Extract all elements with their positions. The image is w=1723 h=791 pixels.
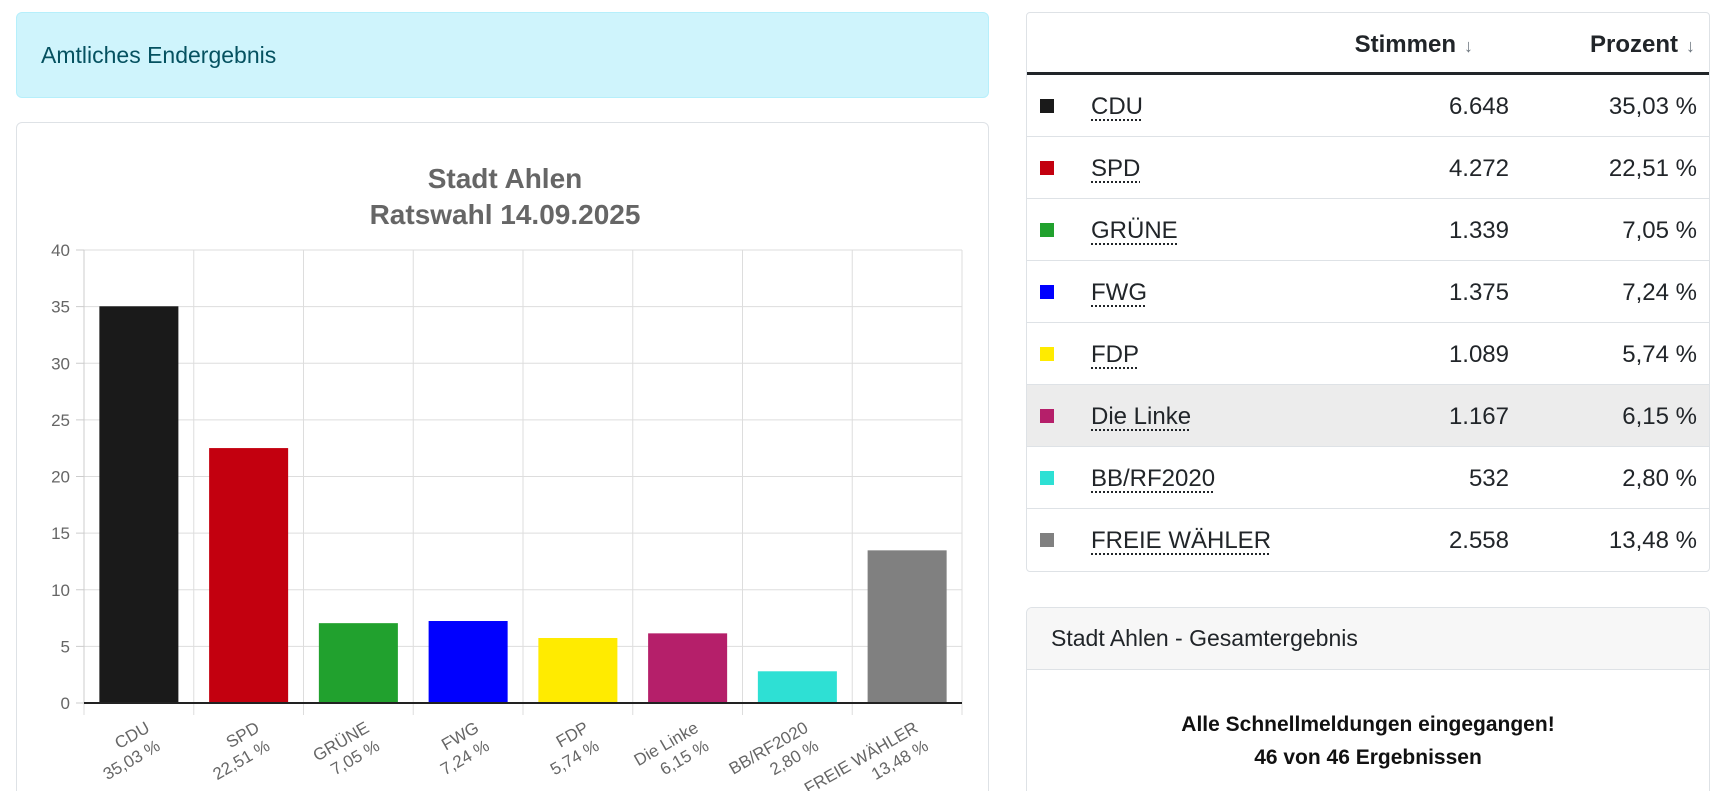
table-row: GRÜNE 1.339 7,05 % bbox=[1027, 199, 1709, 261]
party-votes: 1.089 bbox=[1448, 341, 1509, 368]
party-color-swatch bbox=[1040, 285, 1054, 299]
table-row: BB/RF2020 532 2,80 % bbox=[1027, 447, 1709, 509]
y-tick-label: 40 bbox=[51, 241, 70, 260]
y-tick-label: 35 bbox=[51, 298, 70, 317]
party-votes: 2.558 bbox=[1448, 527, 1509, 554]
party-color-swatch bbox=[1040, 533, 1054, 547]
total-result-body: Alle Schnellmeldungen eingegangen! 46 vo… bbox=[1027, 670, 1709, 774]
bar bbox=[99, 306, 179, 703]
column-header-percent-label: Prozent bbox=[1589, 31, 1678, 58]
party-votes: 1.339 bbox=[1448, 217, 1509, 244]
total-result-header: Stadt Ahlen - Gesamtergebnis bbox=[1027, 608, 1709, 670]
chart-bars bbox=[99, 306, 947, 703]
y-tick-label: 20 bbox=[51, 468, 70, 487]
party-name[interactable]: GRÜNE bbox=[1091, 217, 1178, 244]
table-row: FWG 1.375 7,24 % bbox=[1027, 261, 1709, 323]
party-color-swatch bbox=[1040, 99, 1054, 113]
bar bbox=[428, 621, 508, 703]
chart-grid bbox=[83, 249, 963, 715]
table-row: FDP 1.089 5,74 % bbox=[1027, 323, 1709, 385]
party-votes: 1.375 bbox=[1448, 279, 1509, 306]
result-status-alert: Amtliches Endergebnis bbox=[16, 12, 989, 98]
party-color-swatch bbox=[1040, 471, 1054, 485]
bar bbox=[318, 623, 398, 703]
table-header: Stimmen ↓ Prozent ↓ bbox=[1027, 13, 1709, 75]
reports-complete-text: Alle Schnellmeldungen eingegangen! bbox=[1181, 713, 1555, 736]
sort-arrow-icon: ↓ bbox=[1686, 36, 1695, 56]
sort-arrow-icon: ↓ bbox=[1464, 36, 1473, 56]
y-tick-label: 5 bbox=[61, 637, 70, 656]
party-color-swatch bbox=[1040, 223, 1054, 237]
results-table: Stimmen ↓ Prozent ↓ CDU 6.648 35,03 % SPD 4.27… bbox=[1026, 12, 1710, 572]
column-header-votes-label: Stimmen bbox=[1354, 31, 1456, 58]
party-percent: 7,05 % bbox=[1622, 217, 1697, 244]
column-header-votes[interactable]: Stimmen ↓ bbox=[1355, 31, 1473, 59]
y-tick-label: 25 bbox=[51, 411, 70, 430]
table-body: CDU 6.648 35,03 % SPD 4.272 22,51 % GRÜNE 1.339… bbox=[1027, 75, 1709, 571]
column-header-percent[interactable]: Prozent ↓ bbox=[1590, 31, 1695, 59]
results-count-text: 46 von 46 Ergebnissen bbox=[1254, 746, 1482, 769]
party-votes: 1.167 bbox=[1448, 403, 1509, 430]
bar-chart: Stadt Ahlen Ratswahl 14.09.2025 0 5 10 15 20… bbox=[51, 163, 963, 791]
total-result-card: Stadt Ahlen - Gesamtergebnis Alle Schnel… bbox=[1026, 607, 1710, 791]
y-tick-label: 15 bbox=[51, 524, 70, 543]
party-percent: 22,51 % bbox=[1608, 155, 1697, 182]
y-tick-label: 30 bbox=[51, 354, 70, 373]
table-row: Die Linke 1.167 6,15 % bbox=[1027, 385, 1709, 447]
party-color-swatch bbox=[1040, 409, 1054, 423]
party-percent: 13,48 % bbox=[1608, 527, 1697, 554]
party-name[interactable]: FWG bbox=[1091, 279, 1147, 306]
party-name[interactable]: FREIE WÄHLER bbox=[1091, 527, 1272, 554]
party-color-swatch bbox=[1040, 161, 1054, 175]
party-name[interactable]: FDP bbox=[1091, 341, 1139, 368]
party-votes: 532 bbox=[1468, 465, 1509, 492]
bar bbox=[538, 637, 618, 703]
bar bbox=[209, 448, 289, 703]
y-tick-label: 10 bbox=[51, 581, 70, 600]
party-percent: 6,15 % bbox=[1622, 403, 1697, 430]
alert-text: Amtliches Endergebnis bbox=[41, 41, 277, 68]
table-row: SPD 4.272 22,51 % bbox=[1027, 137, 1709, 199]
party-percent: 35,03 % bbox=[1608, 93, 1697, 120]
table-row: FREIE WÄHLER 2.558 13,48 % bbox=[1027, 509, 1709, 571]
party-percent: 5,74 % bbox=[1622, 341, 1697, 368]
party-name[interactable]: CDU bbox=[1091, 93, 1143, 120]
chart-title: Stadt Ahlen bbox=[428, 163, 583, 194]
party-votes: 4.272 bbox=[1448, 155, 1509, 182]
party-name[interactable]: Die Linke bbox=[1091, 403, 1192, 430]
party-name[interactable]: SPD bbox=[1091, 155, 1141, 182]
bar bbox=[757, 671, 837, 703]
bar bbox=[648, 633, 728, 703]
party-votes: 6.648 bbox=[1448, 93, 1509, 120]
chart-subtitle: Ratswahl 14.09.2025 bbox=[370, 199, 641, 230]
party-percent: 7,24 % bbox=[1622, 279, 1697, 306]
party-name[interactable]: BB/RF2020 bbox=[1091, 465, 1216, 492]
party-percent: 2,80 % bbox=[1622, 465, 1697, 492]
chart-card: Stadt Ahlen Ratswahl 14.09.2025 0 5 10 15 20… bbox=[16, 122, 989, 791]
y-tick-label: 0 bbox=[61, 694, 70, 713]
bar bbox=[867, 550, 947, 703]
table-row: CDU 6.648 35,03 % bbox=[1027, 75, 1709, 137]
party-color-swatch bbox=[1040, 347, 1054, 361]
